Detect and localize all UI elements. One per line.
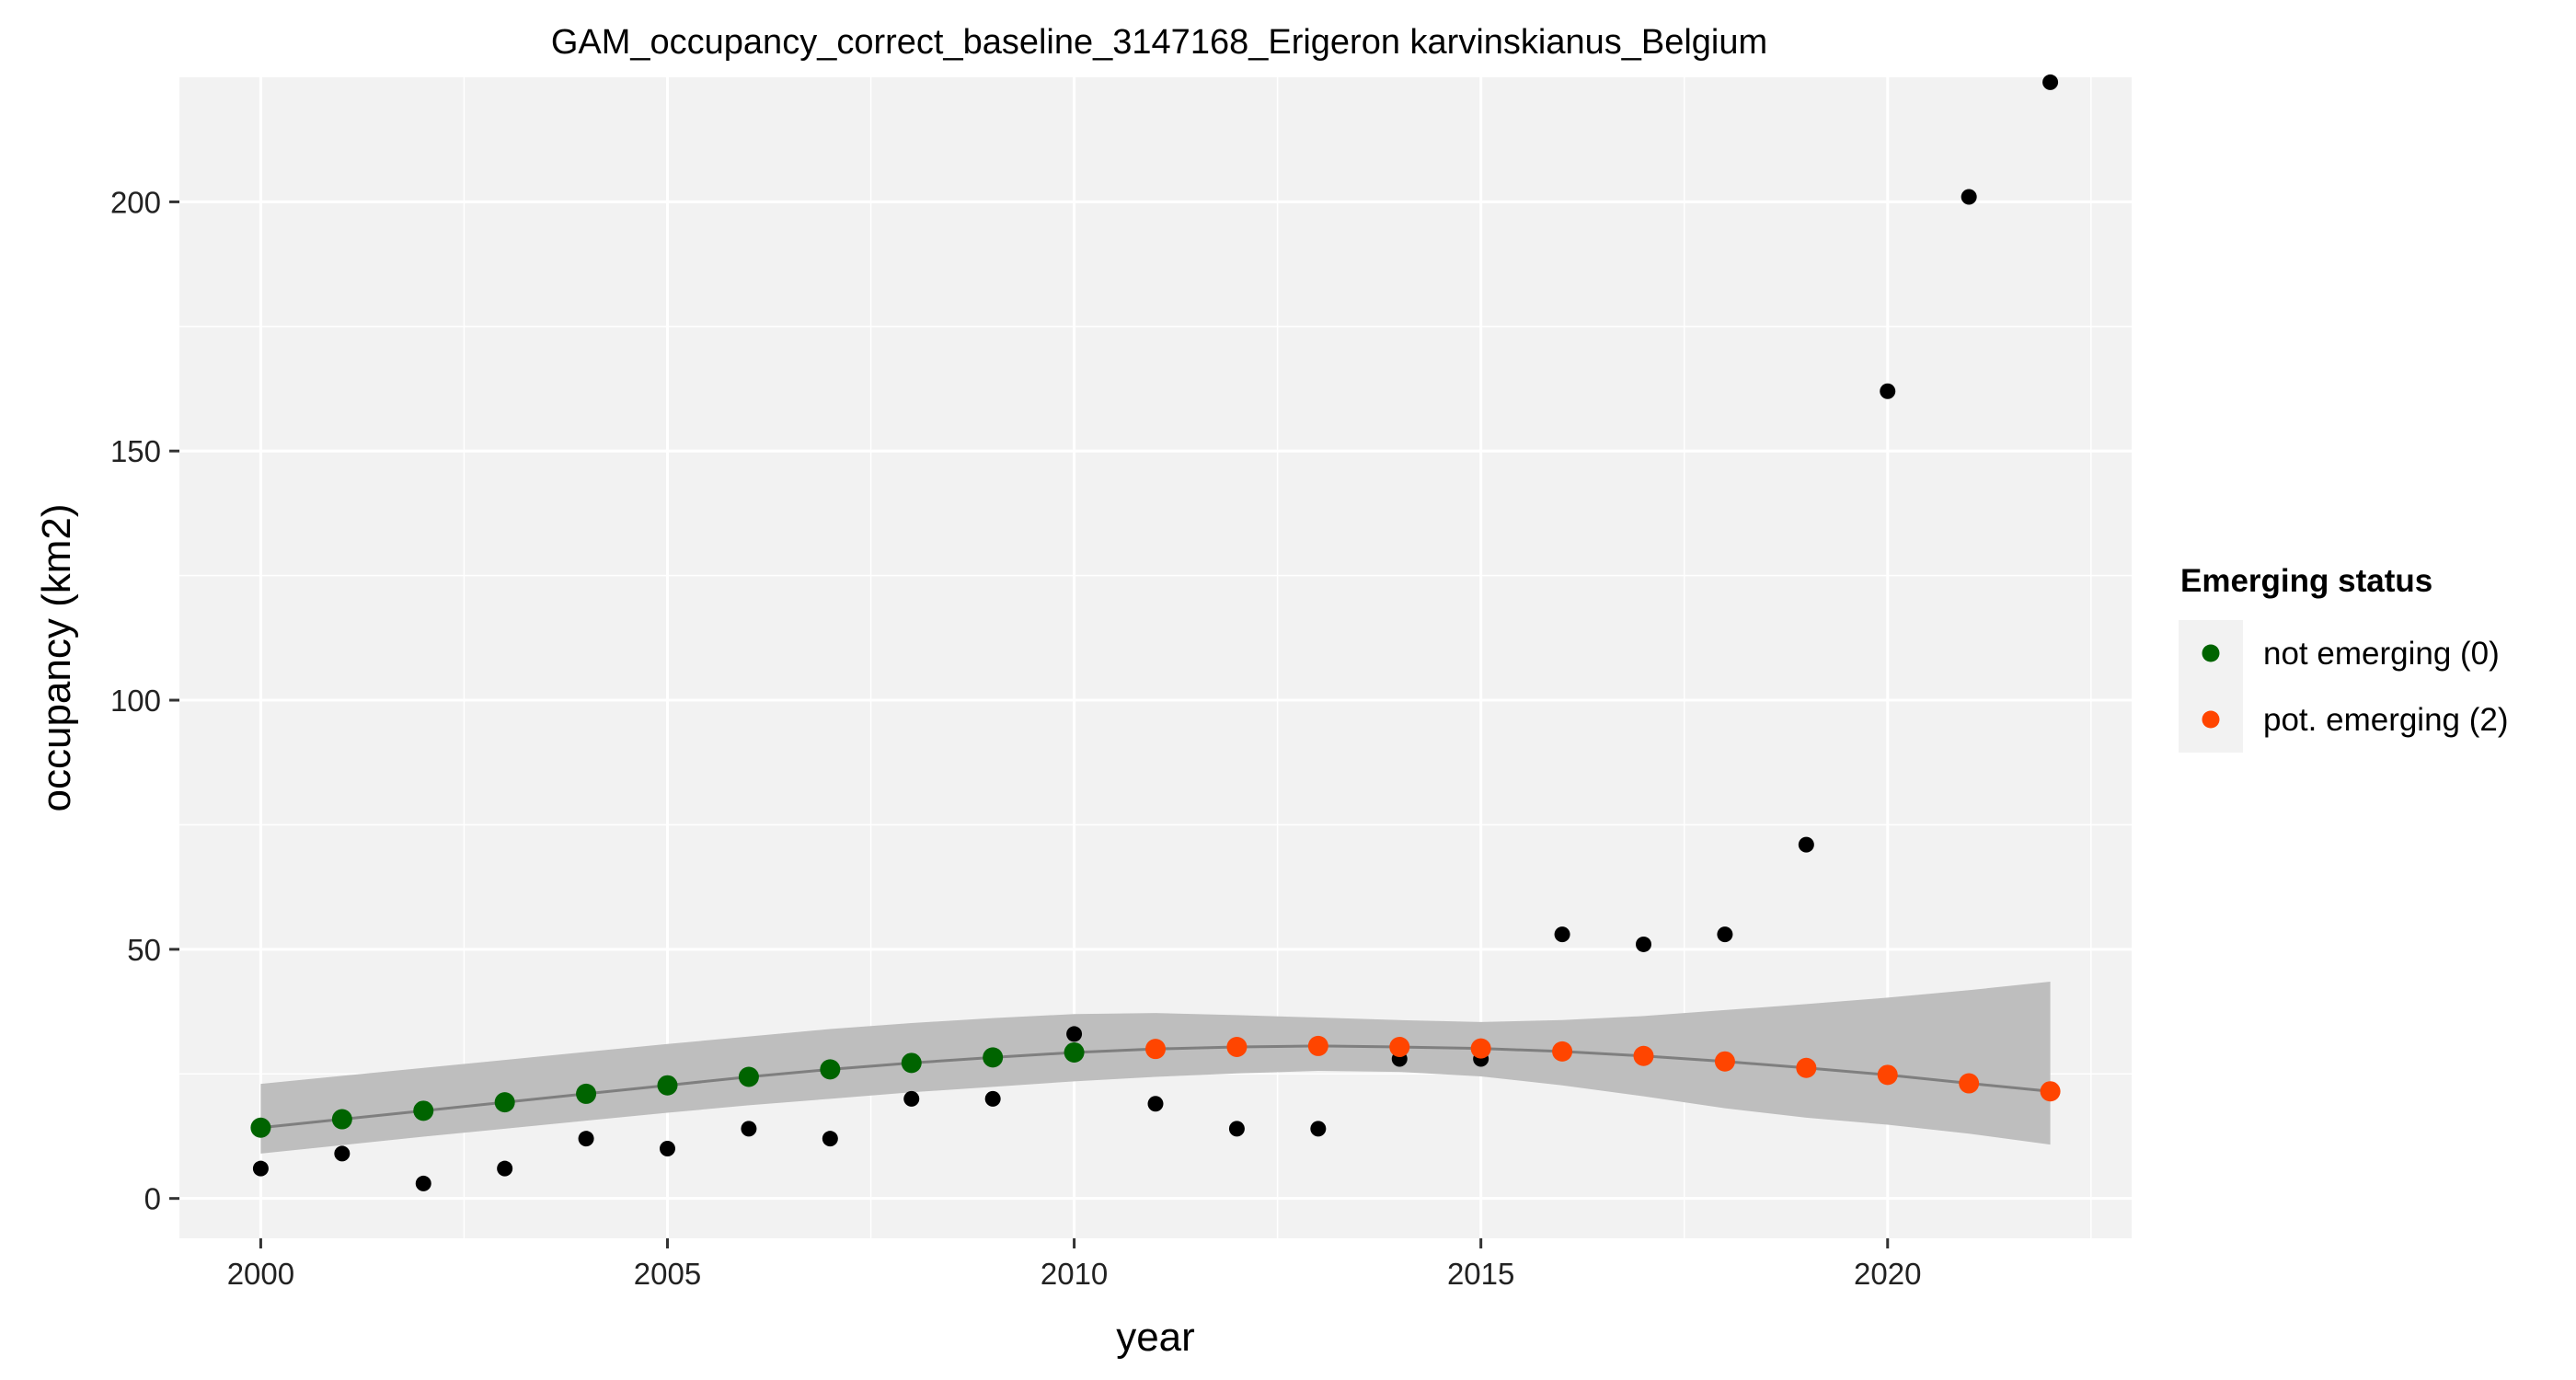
fit-point <box>331 1109 352 1130</box>
fit-point <box>901 1052 922 1074</box>
fit-point <box>657 1075 678 1096</box>
observed-point <box>1880 383 1896 399</box>
observed-point <box>741 1121 757 1137</box>
observed-point <box>1310 1121 1327 1137</box>
y-tick-label: 0 <box>144 1182 161 1216</box>
observed-point <box>1066 1026 1083 1042</box>
fit-point <box>983 1047 1004 1068</box>
y-axis: 0 50 100 150 200 <box>110 185 179 1216</box>
fit-point <box>820 1059 841 1080</box>
y-tick-label: 100 <box>110 684 161 718</box>
fit-point <box>576 1083 597 1104</box>
x-tick-label: 2020 <box>1854 1257 1921 1291</box>
legend-label-pot-emerging: pot. emerging (2) <box>2263 702 2509 738</box>
observed-point <box>903 1090 920 1107</box>
observed-point <box>2042 74 2059 90</box>
observed-point <box>334 1145 351 1162</box>
x-tick-label: 2015 <box>1447 1257 1514 1291</box>
fit-point <box>250 1117 271 1138</box>
observed-point <box>1798 836 1814 853</box>
fit-point <box>1145 1039 1166 1060</box>
fit-point <box>1064 1041 1085 1063</box>
confidence-band <box>260 982 2051 1154</box>
y-tick-label: 50 <box>127 933 161 967</box>
fit-points <box>250 1035 2061 1138</box>
observed-point <box>1636 936 1651 952</box>
fit-point <box>1389 1037 1410 1058</box>
observed-point <box>1147 1096 1164 1112</box>
y-tick-label: 150 <box>110 434 161 468</box>
observed-point <box>415 1175 431 1191</box>
x-tick-label: 2000 <box>227 1257 294 1291</box>
observed-point <box>1228 1121 1245 1137</box>
x-tick-label: 2005 <box>634 1257 701 1291</box>
legend-key-pot-emerging <box>2202 710 2220 729</box>
legend-title: Emerging status <box>2180 563 2432 599</box>
observed-point <box>660 1141 675 1157</box>
fit-point <box>1877 1064 1898 1086</box>
observed-point <box>1717 926 1733 943</box>
fit-point <box>1633 1045 1654 1066</box>
fit-point <box>1959 1073 1980 1094</box>
chart-title: GAM_occupancy_correct_baseline_3147168_E… <box>551 23 1767 62</box>
legend-label-not-emerging: not emerging (0) <box>2263 636 2500 672</box>
fit-point <box>2040 1081 2061 1102</box>
observed-point <box>497 1160 513 1177</box>
observed-points <box>252 74 2059 1191</box>
x-axis: 2000 2005 2010 2015 2020 <box>227 1238 1921 1291</box>
y-axis-label: occupancy (km2) <box>34 503 79 811</box>
fit-point <box>494 1092 515 1113</box>
legend: Emerging status not emerging (0) pot. em… <box>2179 563 2509 753</box>
x-axis-label: year <box>1116 1315 1195 1360</box>
fit-point <box>1796 1057 1817 1078</box>
observed-point <box>578 1131 594 1147</box>
fit-point <box>1470 1038 1491 1059</box>
observed-point <box>252 1160 269 1177</box>
observed-point <box>822 1131 838 1147</box>
fit-point <box>413 1100 434 1121</box>
legend-key-not-emerging <box>2202 644 2220 662</box>
fit-point <box>1307 1035 1328 1056</box>
fit-point <box>738 1066 759 1087</box>
observed-point <box>1554 926 1570 943</box>
y-tick-label: 200 <box>110 185 161 219</box>
fit-point <box>1552 1041 1573 1062</box>
observed-point <box>1961 189 1977 205</box>
fit-point <box>1226 1037 1248 1058</box>
x-tick-label: 2010 <box>1041 1257 1108 1291</box>
observed-point <box>984 1090 1001 1107</box>
fit-point <box>1714 1051 1735 1072</box>
legend-key-bg <box>2179 620 2243 753</box>
